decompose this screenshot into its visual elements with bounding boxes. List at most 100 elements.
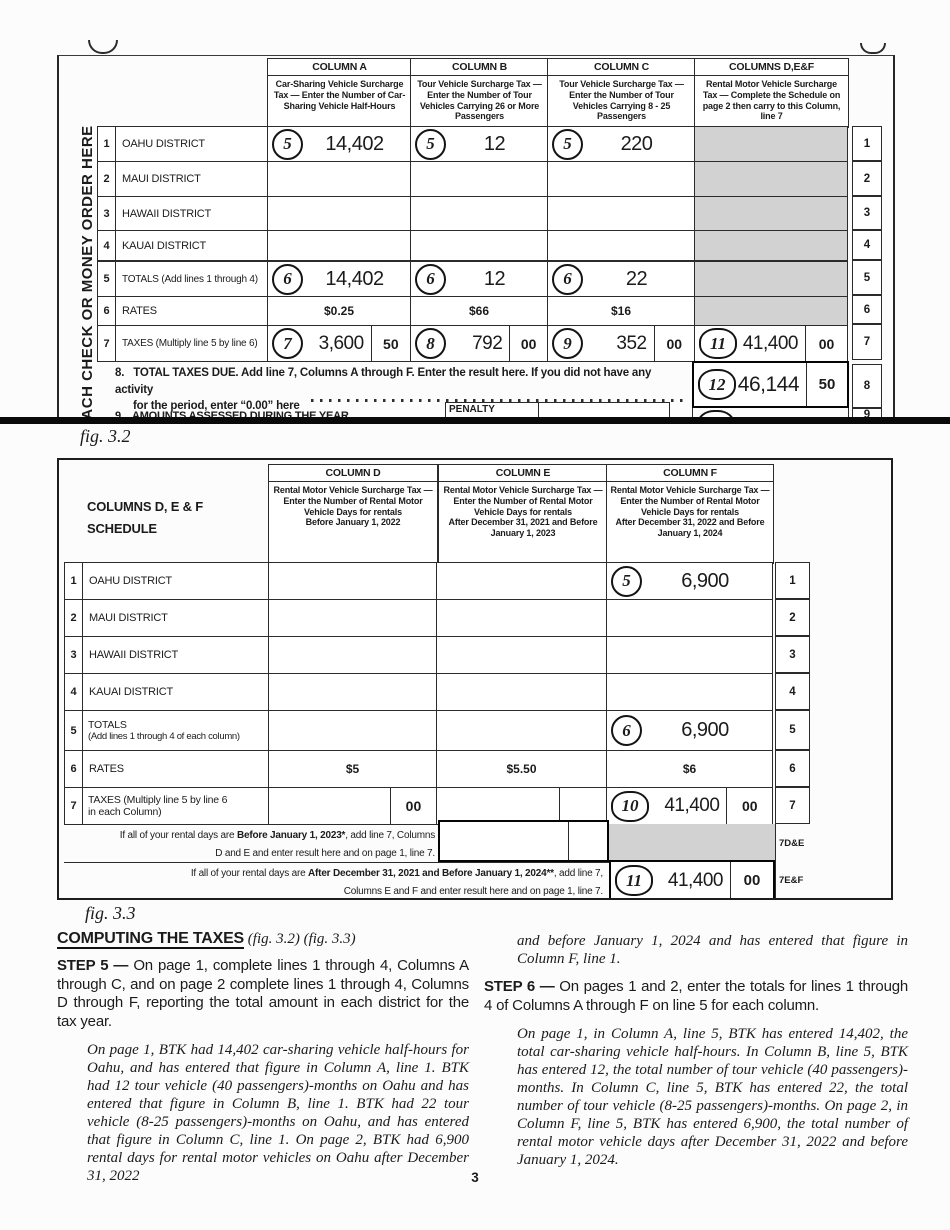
table-row: 2 MAUI DISTRICT [65,600,773,637]
t1-right-num-7: 7 [852,324,882,360]
ref-circle-5: 5 [415,128,446,160]
text-column-left: COMPUTING THE TAXES (fig. 3.2) (fig. 3.3… [57,930,469,1195]
t2-row7-label: TAXES (Multiply line 5 by line 6 in each … [83,788,269,825]
t2-col-f-title: COLUMN F [607,465,773,482]
table-cell-empty [437,711,607,751]
t1-col-a-desc: Car-Sharing Vehicle Surcharge Tax — Ente… [273,79,406,111]
t1-right-num-8: 8 [852,364,882,408]
step6-example: On page 1, in Column A, line 5, BTK has … [517,1026,908,1169]
step5-example: On page 1, BTK had 14,402 car-sharing ve… [87,1042,469,1185]
t2-row5-label: TOTALS (Add lines 1 through 4 of each col… [83,711,269,751]
table-cell-empty [268,231,411,261]
t2-header-col-d: COLUMN D Rental Motor Vehicle Surcharge … [268,464,438,564]
t1-r7-a: 7 3,600 [268,326,371,361]
t1-line9-label: AMOUNTS ASSESSED DURING THE YEAR [131,410,349,417]
table-row: 7 TAXES (Multiply line 5 by line 6 in eac… [65,788,773,825]
t1-right-num-5: 5 [852,260,882,295]
ref-circle-11: 11 [699,328,737,359]
t2-7ef-amount-box: 11 41,400 00 [609,860,775,898]
t2-right-num-4: 4 [775,673,810,710]
t2-col-f-desc-dates: After December 31, 2022 and Before Janua… [615,517,765,539]
t1-right-num-3: 3 [852,196,882,230]
table-cell-empty [269,563,437,600]
table-cell-empty [548,197,695,231]
table-row: 4 KAUAI DISTRICT [98,231,848,261]
table-cell-empty [268,162,411,197]
t1-r7-b-value: 792 [472,332,503,354]
t1-row2-num: 2 [98,162,116,197]
table-row: 6 RATES $5 $5.50 $6 [65,751,773,788]
ref-circle-13: 13 [697,410,735,417]
t1-line8-text: 8. TOTAL TAXES DUE. Add line 7, Columns … [115,365,680,415]
step6-label: STEP 6 — [484,978,560,995]
t1-line8-cents: 50 [806,363,847,406]
t1-r5-a-value: 14,402 [325,267,384,290]
fig32-caption: fig. 3.2 [80,426,131,446]
table-row: 1 OAHU DISTRICT 5 14,402 5 12 5 220 [98,127,848,162]
t1-line9-num: 9. [115,410,124,417]
t1-r5-def-shaded [695,262,848,297]
page-number: 3 [471,1170,479,1185]
t1-col-def-desc: Rental Motor Vehicle Surcharge Tax — Com… [702,79,841,122]
t1-row6-num: 6 [98,297,116,326]
t1-line8-text1: TOTAL TAXES DUE. Add line 7, Columns A t… [115,367,652,396]
attach-check-vertical-label: ATTACH CHECK OR MONEY ORDER HERE [79,125,96,417]
t2-col-d-title: COLUMN D [269,465,437,482]
t1-line8-amount-box: 12 46,144 50 [692,361,849,408]
t1-row4-district: KAUAI DISTRICT [116,231,268,261]
t1-r1-c: 5 220 [548,128,694,160]
table-cell-empty [269,674,437,711]
step5-example-continued: and before January 1, 2024 and has enter… [517,933,908,967]
t1-r5-b: 6 12 [411,263,547,295]
t2-7ef-line2: Columns E and F and enter result here an… [343,885,603,897]
t2-7de-cents-empty [568,822,607,860]
table-cell-empty [437,637,607,674]
table-row: 4 KAUAI DISTRICT [65,674,773,711]
section-heading-title: COMPUTING THE TAXES [57,930,245,949]
t2-right-num-6: 6 [775,750,810,787]
ref-circle-5: 5 [552,128,583,160]
t2-r7-d-empty [269,788,390,824]
table-cell-empty [411,197,548,231]
t2-7ef-amount: 41,400 [667,869,724,891]
scan-cut-bar [0,417,950,424]
table-cell-empty [411,231,548,261]
t1-row7-label: TAXES (Multiply line 5 by line 6) [116,326,268,362]
t1-row7-num: 7 [98,326,116,362]
t2-7ef-cents: 00 [730,862,773,898]
t2-7ef-tag: 7E&F [775,862,891,898]
t2-r5-f: 6 6,900 [607,715,772,746]
t2-right-num-3: 3 [775,636,810,673]
t2-row1-num: 1 [65,563,83,600]
table-row: 3 HAWAII DISTRICT [65,637,773,674]
t1-col-c-title: COLUMN C [548,59,695,76]
t2-right-num-7: 7 [775,787,810,824]
t2-row5-label-main: TOTALS [88,719,127,731]
t1-right-num-9: 9 [852,408,882,417]
table-row: 5 TOTALS (Add lines 1 through 4) 6 14,402… [98,261,848,297]
table-cell-empty [268,197,411,231]
t2-r1-f-value: 6,900 [681,569,729,592]
t1-row4-num: 4 [98,231,116,261]
t1-col-b-desc: Tour Vehicle Surcharge Tax — Enter the N… [417,79,542,122]
t2-7de-post: , add line 7, Columns [345,830,435,841]
t2-row2-num: 2 [65,600,83,637]
t2-row6-num: 6 [65,751,83,788]
t1-r7-c-value: 352 [616,332,647,354]
section-heading: COMPUTING THE TAXES (fig. 3.2) (fig. 3.3… [57,930,469,949]
t1-penalty-label: PENALTY [446,403,539,417]
row-divider [64,862,775,863]
t2-col-e-desc-main: Rental Motor Vehicle Surcharge Tax — Ent… [443,485,603,517]
t2-7de-line2: D and E and enter result here and on pag… [215,847,435,859]
t1-penalty-box: PENALTY [445,402,670,417]
t2-grid: 1 OAHU DISTRICT 5 6,900 2 MAUI DISTRICT 3… [64,562,773,825]
t1-row3-district: HAWAII DISTRICT [116,197,268,231]
t2-7de-amount-empty [440,822,568,860]
table-row: 6 RATES $0.25 $66 $16 [98,297,848,326]
ref-circle-10: 10 [611,790,649,822]
table-row: 1 OAHU DISTRICT 5 6,900 [65,563,773,600]
t2-col-f-desc-main: Rental Motor Vehicle Surcharge Tax — Ent… [610,485,770,517]
t1-r7-a-value: 3,600 [318,332,365,354]
t2-row5-num: 5 [65,711,83,751]
